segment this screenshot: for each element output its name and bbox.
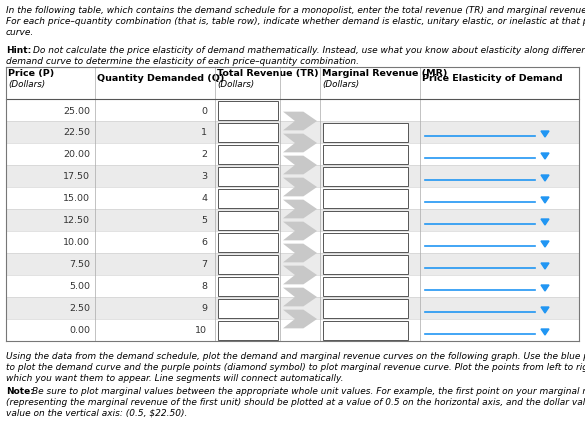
Polygon shape xyxy=(541,263,549,269)
Text: 5: 5 xyxy=(201,216,207,225)
Polygon shape xyxy=(283,266,317,285)
Bar xyxy=(323,211,408,230)
Bar xyxy=(218,211,278,230)
Bar xyxy=(6,68,579,100)
Text: 2: 2 xyxy=(201,150,207,159)
Text: 12.50: 12.50 xyxy=(63,216,90,225)
Text: 20.00: 20.00 xyxy=(63,150,90,159)
Bar xyxy=(323,255,408,274)
Polygon shape xyxy=(541,198,549,204)
Text: which you want them to appear. Line segments will connect automatically.: which you want them to appear. Line segm… xyxy=(6,373,343,382)
Bar xyxy=(218,255,278,274)
Text: 15.00: 15.00 xyxy=(63,194,90,203)
Text: 0.00: 0.00 xyxy=(69,326,90,335)
Polygon shape xyxy=(541,242,549,248)
Text: In the following table, which contains the demand schedule for a monopolist, ent: In the following table, which contains t… xyxy=(6,6,585,15)
Polygon shape xyxy=(541,132,549,138)
Polygon shape xyxy=(283,244,317,263)
Polygon shape xyxy=(283,310,317,328)
Text: 22.50: 22.50 xyxy=(63,128,90,137)
Text: 0: 0 xyxy=(201,106,207,115)
Text: (Dollars): (Dollars) xyxy=(217,80,254,89)
Text: demand curve to determine the elasticity of each price–quantity combination.: demand curve to determine the elasticity… xyxy=(6,57,359,66)
Polygon shape xyxy=(541,219,549,225)
Text: (Dollars): (Dollars) xyxy=(8,80,45,89)
Bar xyxy=(323,167,408,186)
Bar xyxy=(6,275,579,297)
Text: value on the vertical axis: (0.5, $22.50).: value on the vertical axis: (0.5, $22.50… xyxy=(6,408,187,417)
Bar xyxy=(323,277,408,296)
Bar xyxy=(6,210,579,231)
Text: For each price–quantity combination (that is, table row), indicate whether deman: For each price–quantity combination (tha… xyxy=(6,17,585,26)
Text: 8: 8 xyxy=(201,282,207,291)
Polygon shape xyxy=(283,288,317,307)
Bar xyxy=(218,233,278,252)
Text: 9: 9 xyxy=(201,304,207,313)
Bar xyxy=(6,187,579,210)
Polygon shape xyxy=(283,134,317,153)
Text: 2.50: 2.50 xyxy=(69,304,90,313)
Text: 6: 6 xyxy=(201,238,207,247)
Text: Note:: Note: xyxy=(6,386,34,395)
Polygon shape xyxy=(541,154,549,160)
Text: 17.50: 17.50 xyxy=(63,172,90,181)
Polygon shape xyxy=(541,307,549,313)
Bar xyxy=(6,100,579,122)
Text: (Dollars): (Dollars) xyxy=(322,80,359,89)
Text: 3: 3 xyxy=(201,172,207,181)
Text: Total Revenue (TR): Total Revenue (TR) xyxy=(217,69,319,78)
Text: to plot the demand curve and the purple points (diamond symbol) to plot marginal: to plot the demand curve and the purple … xyxy=(6,362,585,371)
Bar xyxy=(218,145,278,164)
Bar xyxy=(323,321,408,340)
Text: Hint:: Hint: xyxy=(6,46,31,55)
Text: 4: 4 xyxy=(201,194,207,203)
Bar xyxy=(323,123,408,142)
Text: 10.00: 10.00 xyxy=(63,238,90,247)
Polygon shape xyxy=(283,222,317,241)
Text: Price Elasticity of Demand: Price Elasticity of Demand xyxy=(422,74,563,83)
Polygon shape xyxy=(283,112,317,131)
Text: Marginal Revenue (MR): Marginal Revenue (MR) xyxy=(322,69,448,78)
Bar xyxy=(323,189,408,208)
Bar xyxy=(218,277,278,296)
Bar xyxy=(323,299,408,318)
Bar xyxy=(6,166,579,187)
Text: curve.: curve. xyxy=(6,28,35,37)
Text: Price (P): Price (P) xyxy=(8,69,54,78)
Bar xyxy=(6,122,579,144)
Bar xyxy=(6,319,579,341)
Text: Using the data from the demand schedule, plot the demand and marginal revenue cu: Using the data from the demand schedule,… xyxy=(6,351,585,360)
Bar xyxy=(6,253,579,275)
Polygon shape xyxy=(283,178,317,197)
Bar xyxy=(6,297,579,319)
Polygon shape xyxy=(541,329,549,335)
Polygon shape xyxy=(541,285,549,291)
Bar xyxy=(218,189,278,208)
Text: 7: 7 xyxy=(201,260,207,269)
Bar xyxy=(6,231,579,253)
Text: Quantity Demanded (Q): Quantity Demanded (Q) xyxy=(97,74,225,83)
Text: 7.50: 7.50 xyxy=(69,260,90,269)
Polygon shape xyxy=(283,156,317,175)
Text: 5.00: 5.00 xyxy=(69,282,90,291)
Text: 10: 10 xyxy=(195,326,207,335)
Bar xyxy=(323,233,408,252)
Bar xyxy=(218,101,278,120)
Bar xyxy=(323,145,408,164)
Bar xyxy=(6,144,579,166)
Text: 25.00: 25.00 xyxy=(63,106,90,115)
Polygon shape xyxy=(541,176,549,181)
Text: Be sure to plot marginal values between the appropriate whole unit values. For e: Be sure to plot marginal values between … xyxy=(32,386,585,395)
Text: 1: 1 xyxy=(201,128,207,137)
Bar xyxy=(218,123,278,142)
Polygon shape xyxy=(283,200,317,219)
Bar xyxy=(218,299,278,318)
Text: Do not calculate the price elasticity of demand mathematically. Instead, use wha: Do not calculate the price elasticity of… xyxy=(33,46,585,55)
Text: (representing the marginal revenue of the first unit) should be plotted at a val: (representing the marginal revenue of th… xyxy=(6,397,585,406)
Bar xyxy=(218,167,278,186)
Bar xyxy=(218,321,278,340)
